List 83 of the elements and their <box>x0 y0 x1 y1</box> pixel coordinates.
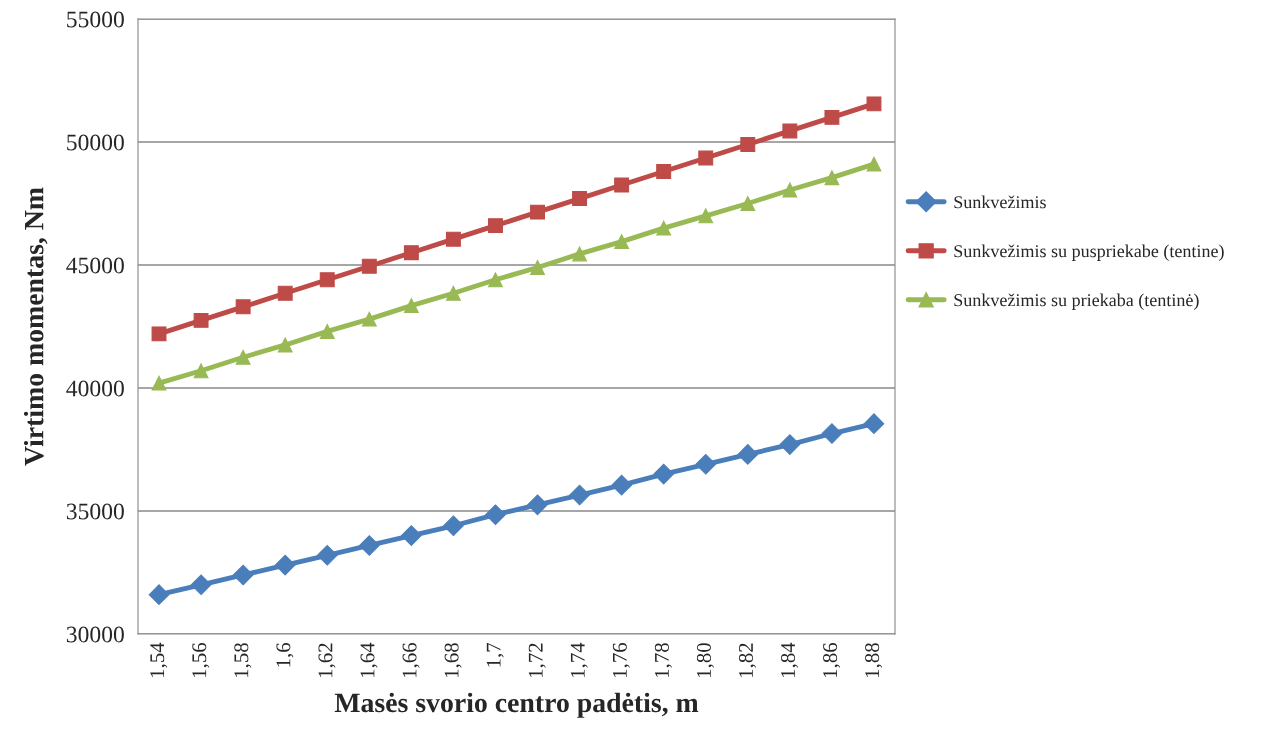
x-tick-label: 1,82 <box>738 643 757 677</box>
x-tick-label: 1,86 <box>823 642 841 677</box>
point <box>653 463 675 485</box>
x-tick-label: 1,64 <box>360 642 378 677</box>
legend-label: Sunkvežimis su puspriekabe (tentine) <box>954 244 1224 261</box>
point <box>445 231 461 247</box>
x-tick-label: 1,62 <box>318 643 336 677</box>
x-tick-label: 1,7 <box>486 642 504 667</box>
point <box>319 272 335 288</box>
point <box>866 96 882 112</box>
point <box>277 337 293 353</box>
point <box>277 285 293 301</box>
y-tick-label: 35000 <box>66 503 124 520</box>
point <box>572 246 588 262</box>
point <box>235 299 251 315</box>
point <box>779 434 801 455</box>
point <box>656 164 672 179</box>
y-axis-title: Virtimo momentas, Nm <box>23 187 48 466</box>
point <box>151 375 167 391</box>
y-tick-label: 55000 <box>67 11 124 28</box>
point <box>488 272 503 288</box>
point <box>193 312 209 328</box>
point <box>614 177 630 193</box>
point <box>740 196 756 211</box>
point <box>445 285 461 301</box>
point <box>361 311 377 327</box>
x-axis-title: Masės svorio centro padėtis, m <box>334 692 699 718</box>
point <box>782 123 798 139</box>
legend-label: Sunkvežimis su priekaba (tentinė) <box>954 293 1199 310</box>
point <box>443 515 464 537</box>
x-tick-label: 1,72 <box>528 643 546 677</box>
point <box>698 208 714 224</box>
x-tick-label: 1,74 <box>570 642 588 677</box>
point <box>611 474 632 496</box>
x-tick-label: 1,88 <box>865 643 883 677</box>
point <box>358 535 380 556</box>
x-tick-label: 1,68 <box>444 643 462 677</box>
point <box>656 220 672 236</box>
x-tick-label: 1,76 <box>612 642 630 677</box>
x-tick-label: 1,84 <box>781 642 799 677</box>
x-tick-label: 1,78 <box>654 643 672 677</box>
point <box>403 245 419 261</box>
point <box>821 423 843 444</box>
point <box>569 484 590 506</box>
point <box>863 413 885 435</box>
point <box>401 525 422 546</box>
y-tick-label: 30000 <box>66 626 124 643</box>
point <box>530 260 545 275</box>
y-tick-label: 50000 <box>67 134 124 151</box>
point <box>193 363 209 379</box>
point <box>572 191 588 207</box>
x-tick-label: 1,58 <box>234 643 252 677</box>
point <box>614 234 630 250</box>
point <box>695 453 717 475</box>
point <box>737 444 759 465</box>
legend-label: Sunkvežimis <box>954 195 1046 209</box>
x-tick-label: 1,56 <box>192 642 210 677</box>
point <box>316 544 338 566</box>
point <box>148 584 170 605</box>
x-tick-label: 1,80 <box>696 643 714 677</box>
point <box>488 218 503 234</box>
x-tick-label: 1,54 <box>150 642 168 677</box>
point <box>319 323 335 339</box>
x-tick-label: 1,6 <box>276 642 294 667</box>
point <box>361 258 377 274</box>
point <box>782 182 798 198</box>
point <box>235 349 251 365</box>
point <box>151 326 167 342</box>
point <box>527 494 548 516</box>
point <box>866 156 882 172</box>
point <box>485 504 506 526</box>
point <box>740 137 756 152</box>
y-tick-label: 40000 <box>66 380 124 397</box>
point <box>824 109 840 125</box>
point <box>824 170 840 186</box>
point <box>403 298 419 314</box>
point <box>530 204 545 220</box>
x-tick-label: 1,66 <box>402 642 420 677</box>
point <box>232 564 254 586</box>
point <box>274 554 296 576</box>
point <box>190 574 212 596</box>
y-tick-label: 45000 <box>66 257 124 274</box>
point <box>698 150 714 166</box>
